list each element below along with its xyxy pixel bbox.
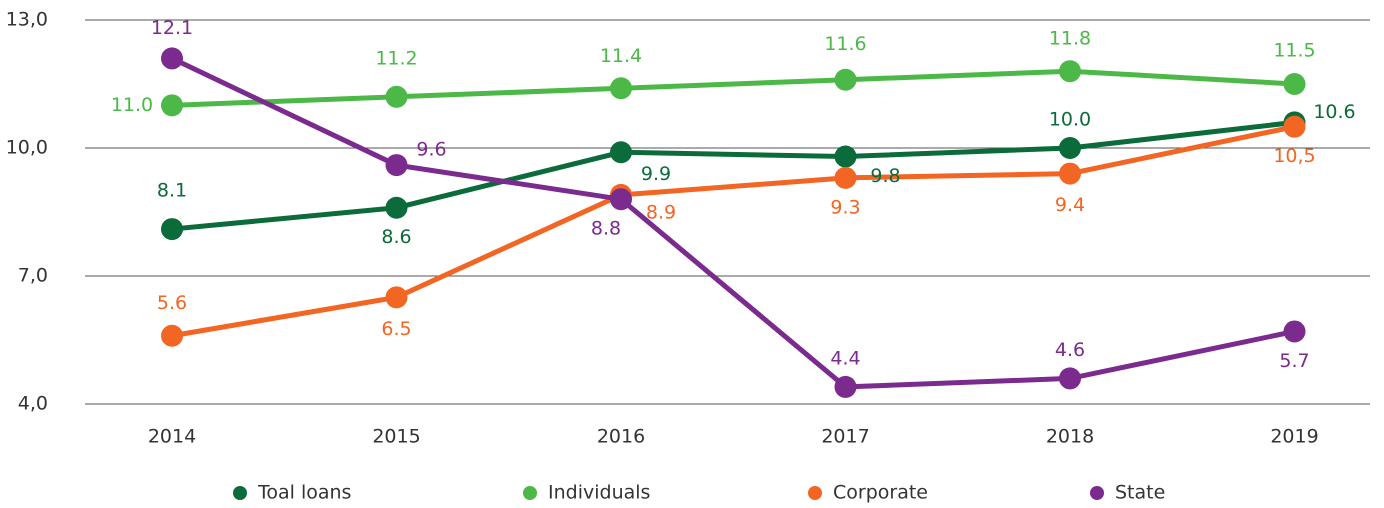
data-point xyxy=(161,218,183,241)
data-point xyxy=(161,47,183,70)
data-label: 9.9 xyxy=(641,163,671,185)
series-line xyxy=(170,56,1296,390)
data-point xyxy=(834,375,857,398)
legend-marker xyxy=(1090,486,1104,500)
data-point xyxy=(385,196,408,219)
data-label: 4.4 xyxy=(830,347,860,369)
data-point xyxy=(834,68,857,91)
data-label: 5.7 xyxy=(1279,350,1309,372)
data-point xyxy=(1283,115,1306,138)
data-point xyxy=(1059,367,1081,390)
data-label: 8.9 xyxy=(646,201,676,223)
x-tick-label: 2015 xyxy=(372,426,420,448)
legend-marker xyxy=(523,486,537,500)
legend-marker xyxy=(233,486,247,500)
data-label: 11.8 xyxy=(1049,28,1091,50)
data-label: 4.6 xyxy=(1055,339,1085,361)
data-point xyxy=(1059,162,1081,185)
data-point xyxy=(385,154,408,177)
y-tick-label: 13,0 xyxy=(6,9,48,31)
data-label: 11.0 xyxy=(111,94,153,116)
x-tick-label: 2014 xyxy=(148,426,196,448)
data-label: 12.1 xyxy=(151,17,193,39)
legend-marker xyxy=(808,486,822,500)
data-point xyxy=(385,85,408,108)
data-label: 8.8 xyxy=(591,218,621,240)
x-tick-label: 2017 xyxy=(821,426,869,448)
data-label: 11.2 xyxy=(375,47,417,69)
data-label: 11.4 xyxy=(600,45,642,67)
data-point xyxy=(610,77,632,100)
data-label: 8.1 xyxy=(157,180,187,202)
data-point xyxy=(1059,60,1081,83)
data-point xyxy=(385,286,408,309)
y-tick-label: 10,0 xyxy=(6,137,48,159)
data-label: 11.5 xyxy=(1273,40,1315,62)
legend-label: State xyxy=(1115,482,1165,504)
series-line xyxy=(171,68,1295,108)
data-label: 9.6 xyxy=(416,139,446,161)
data-point xyxy=(834,166,857,189)
y-tick-label: 4,0 xyxy=(18,393,48,415)
x-tick-label: 2019 xyxy=(1270,426,1318,448)
data-label: 9.8 xyxy=(870,165,900,187)
data-label: 5.6 xyxy=(157,292,187,314)
data-label: 8.6 xyxy=(381,226,411,248)
data-label: 11.6 xyxy=(824,33,866,55)
y-tick-label: 7,0 xyxy=(18,265,48,287)
data-label: 10.0 xyxy=(1049,109,1091,131)
data-label: 10.6 xyxy=(1313,101,1355,123)
data-label: 10,5 xyxy=(1273,145,1315,167)
legend-label: Individuals xyxy=(548,482,650,504)
data-point xyxy=(161,94,183,117)
data-point xyxy=(1059,137,1081,159)
data-point xyxy=(834,145,857,168)
data-point xyxy=(610,141,632,164)
data-point xyxy=(1283,73,1306,95)
data-label: 9.3 xyxy=(830,196,860,218)
x-tick-label: 2018 xyxy=(1046,426,1094,448)
legend-label: Toal loans xyxy=(257,482,351,504)
data-label: 6.5 xyxy=(381,318,411,340)
legend-label: Corporate xyxy=(833,482,928,504)
data-point xyxy=(610,188,632,211)
series-line xyxy=(171,124,1296,339)
data-label: 9.4 xyxy=(1055,194,1085,216)
data-point xyxy=(161,324,183,347)
data-point xyxy=(1283,320,1306,343)
series-line xyxy=(171,119,1295,232)
x-tick-label: 2016 xyxy=(597,426,645,448)
